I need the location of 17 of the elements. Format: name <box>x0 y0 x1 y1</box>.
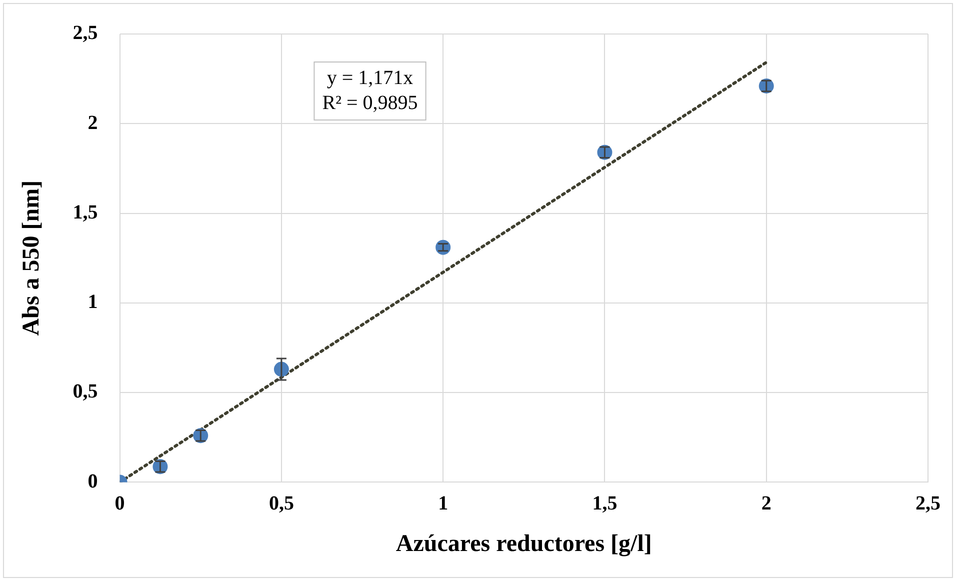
point <box>436 240 451 255</box>
y-tick-label: 2,5 <box>72 22 98 44</box>
x-tick-label: 0 <box>114 492 125 514</box>
y-tick-label: 1 <box>88 291 98 314</box>
y-axis-title: Abs a 550 [nm] <box>18 180 45 336</box>
x-tick-label: 2 <box>761 492 772 514</box>
y-tick-label: 0,5 <box>72 380 98 403</box>
x-tick-label: 2,5 <box>916 492 940 514</box>
y-tick-label: 0 <box>88 470 98 492</box>
x-tick-label: 0,5 <box>268 492 294 514</box>
x-axis-title: Azúcares reductores [g/l] <box>396 530 652 557</box>
y-tick-label: 2 <box>88 112 98 134</box>
annotation: R² = 0,9895 <box>322 92 418 114</box>
y-tick-label: 1,5 <box>72 201 98 224</box>
x-tick-label: 1 <box>438 492 448 514</box>
annotation: y = 1,171x <box>326 66 414 89</box>
x-tick-label: 1,5 <box>592 492 618 514</box>
